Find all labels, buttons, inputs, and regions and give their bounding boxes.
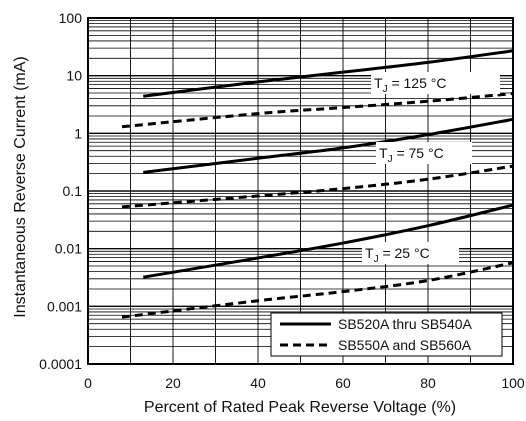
x-tick-labels: 0 20 40 60 80 100: [84, 375, 525, 391]
series-line-5: [143, 203, 514, 279]
series-lines: [121, 49, 514, 319]
y-tick-label: 0.1: [63, 183, 83, 199]
x-tick-label: 20: [165, 375, 181, 391]
series-line-1: [143, 49, 514, 98]
series-line-3: [143, 117, 514, 174]
y-tick-label: 100: [59, 10, 83, 26]
y-axis-title: Instantaneous Reverse Current (mA): [12, 56, 29, 317]
series-line-6: [121, 261, 514, 319]
legend-label-solid: SB520A thru SB540A: [338, 316, 473, 332]
y-tick-labels: 0.0001 0.001 0.01 0.1 1 10 100: [39, 10, 82, 372]
x-tick-label: 40: [250, 375, 266, 391]
legend-box: [270, 312, 503, 357]
y-tick-label: 10: [66, 68, 82, 84]
legend: SB520A thru SB540A SB550A and SB560A: [270, 312, 503, 357]
legend-label-dashed: SB550A and SB560A: [338, 337, 472, 353]
x-tick-label: 100: [501, 375, 525, 391]
y-tick-label: 0.0001: [39, 356, 82, 372]
y-tick-label: 0.01: [55, 241, 82, 257]
series-line-4: [121, 164, 514, 209]
plot-frame: [87, 17, 514, 365]
annotation-label: TJ = 75 °C: [379, 145, 444, 165]
annotation-bg: [376, 142, 472, 164]
annotation-label: TJ = 125 °C: [374, 75, 446, 95]
annotation-label: TJ = 25 °C: [365, 245, 430, 265]
annotation-bg: [362, 242, 459, 264]
x-tick-label: 80: [420, 375, 436, 391]
y-tick-label: 0.001: [47, 298, 82, 314]
series-line-2: [121, 92, 514, 129]
x-tick-label: 0: [84, 375, 92, 391]
x-tick-label: 60: [335, 375, 351, 391]
x-axis-title: Percent of Rated Peak Reverse Voltage (%…: [144, 399, 456, 416]
annotation-bg: [371, 72, 500, 94]
y-tick-label: 1: [74, 125, 82, 141]
temperature-annotations: TJ = 125 °C TJ = 75 °C TJ = 25 °C: [362, 72, 500, 265]
